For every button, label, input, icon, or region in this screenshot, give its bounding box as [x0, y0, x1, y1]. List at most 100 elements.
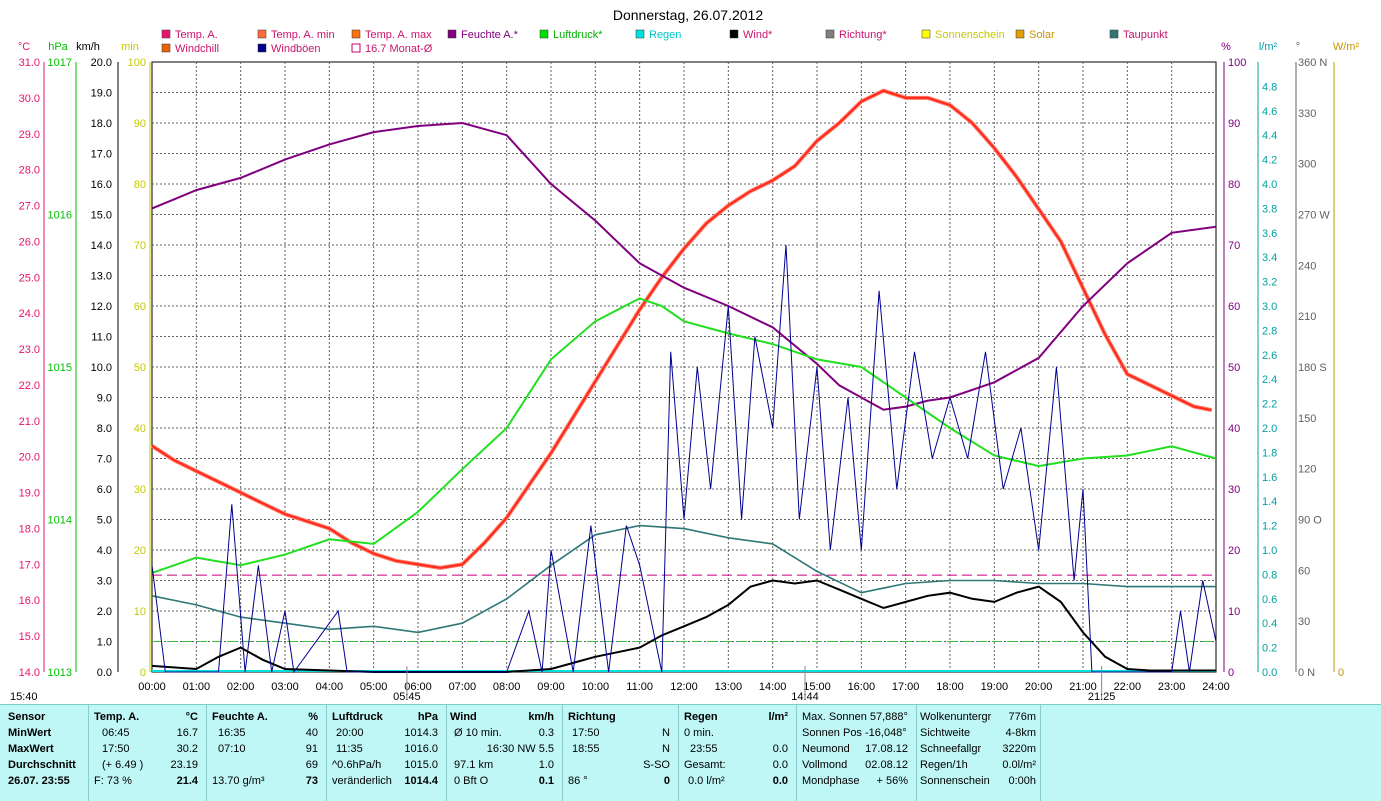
- sun-pos: Sonnen Pos -16,048°: [802, 727, 907, 739]
- sunshine-label: Sonnenschein: [920, 775, 990, 787]
- stats-sensor-col: Sensor MinWert MaxWert Durchschnitt 26.0…: [8, 705, 88, 801]
- axis-unit-wind: km/h: [76, 41, 100, 53]
- y-tick-dir: 240: [1298, 260, 1316, 272]
- newmoon-label: Neumond: [802, 743, 850, 755]
- y-tick-wind: 18.0: [91, 118, 112, 130]
- x-tick-label: 17:00: [892, 681, 920, 693]
- axis-unit-hum: %: [1221, 41, 1231, 53]
- temp-header: Temp. A.: [94, 711, 140, 723]
- y-tick-rain: 2.8: [1262, 325, 1277, 337]
- axis-unit-pressure: hPa: [48, 41, 68, 53]
- legend-label: Taupunkt: [1123, 29, 1168, 41]
- x-tick-label: 00:00: [138, 681, 166, 693]
- y-tick-sun: 50: [134, 362, 146, 374]
- legend-label: Windchill: [175, 43, 219, 55]
- sensor-row-min: MinWert: [8, 727, 52, 739]
- y-tick-temp: 30.0: [19, 93, 40, 105]
- legend-swatch: [161, 29, 171, 39]
- x-tick-label: 11:00: [626, 681, 653, 693]
- y-tick-wind: 12.0: [91, 301, 112, 313]
- humidity-current-value: 73: [305, 775, 318, 787]
- y-tick-temp: 20.0: [19, 452, 40, 464]
- y-tick-dir: 150: [1298, 413, 1316, 425]
- y-tick-temp: 25.0: [19, 272, 40, 284]
- series-line: [151, 244, 1217, 674]
- y-tick-dir: 300: [1298, 159, 1316, 171]
- x-tick-label: 14:00: [759, 681, 787, 693]
- y-tick-temp: 22.0: [19, 380, 40, 392]
- legend-swatch: [729, 29, 739, 39]
- y-tick-temp: 19.0: [19, 488, 40, 500]
- y-tick-dir: 30: [1298, 616, 1310, 628]
- y-tick-rain: 4.0: [1262, 179, 1277, 191]
- y-tick-wind: 2.0: [97, 606, 112, 618]
- y-tick-rain: 4.6: [1262, 106, 1277, 118]
- y-tick-wind: 11.0: [91, 332, 112, 344]
- x-tick-label: 21:00: [1069, 681, 1097, 693]
- legend-label: Temp. A. min: [271, 29, 335, 41]
- y-tick-hum: 100: [1228, 57, 1246, 69]
- legend-swatch: [447, 29, 457, 39]
- y-tick-temp: 15.0: [19, 631, 40, 643]
- legend-label: Temp. A. max: [365, 29, 432, 41]
- pressure-min-value: 1014.3: [404, 727, 438, 739]
- y-tick-wind: 9.0: [97, 393, 112, 405]
- x-tick-label: 06:00: [404, 681, 432, 693]
- sensor-row-avg: Durchschnitt: [8, 759, 76, 771]
- grid: [152, 62, 1216, 672]
- legend-label: Richtung*: [839, 29, 887, 41]
- direction-min-time: 17:50: [572, 727, 600, 739]
- legend-swatch: [351, 29, 361, 39]
- legend-label: Wind*: [743, 29, 773, 41]
- rain-current-note: 0.0 l/m²: [688, 775, 725, 787]
- axis-ticks: 00:00 01:00 02:00 03:00 04:00 05:00 06:00 07:00…: [10, 57, 1344, 703]
- legend-swatch: [635, 29, 645, 39]
- x-tick-label: 02:00: [227, 681, 255, 693]
- y-tick-dir: 210: [1298, 311, 1316, 323]
- rain-unit: l/m²: [768, 711, 788, 723]
- legend-swatch: [539, 29, 549, 39]
- rain1h-label: Regen/1h: [920, 759, 968, 771]
- y-tick-rain: 1.8: [1262, 447, 1277, 459]
- stats-clouds-col: Wolkenuntergr 776m Sichtweite 4-8km Schnee…: [920, 705, 1038, 801]
- axis-unit-solar: W/m²: [1333, 41, 1360, 53]
- y-tick-hum: 0: [1228, 667, 1234, 679]
- y-tick-dir: 180 S: [1298, 362, 1327, 374]
- humidity-abs: 13.70 g/m³: [212, 775, 265, 787]
- y-tick-pressure: 1017: [48, 57, 72, 69]
- marker-label: 05:45: [393, 691, 421, 703]
- y-tick-pressure: 1016: [48, 210, 72, 222]
- y-tick-rain: 1.2: [1262, 521, 1277, 533]
- direction-degrees: 86 °: [568, 775, 588, 787]
- y-tick-wind: 13.0: [91, 271, 112, 283]
- x-tick-label: 13:00: [715, 681, 743, 693]
- x-tick-label: 04:00: [316, 681, 344, 693]
- y-tick-hum: 30: [1228, 484, 1240, 496]
- y-tick-hum: 10: [1228, 606, 1240, 618]
- x-tick-label: 19:00: [981, 681, 1009, 693]
- pressure-trend: ^0.6hPa/h: [332, 759, 382, 771]
- y-tick-wind: 19.0: [91, 88, 112, 100]
- stats-sun-col: Max. Sonnen 57,888° Sonnen Pos -16,048° …: [802, 705, 914, 801]
- rain-header: Regen: [684, 711, 718, 723]
- legend-label: Temp. A.: [175, 29, 218, 41]
- y-tick-sun: 60: [134, 301, 146, 313]
- pressure-forecast: veränderlich: [332, 775, 392, 787]
- rain-baseline: [152, 670, 1216, 672]
- x-tick-label: 15:00: [803, 681, 831, 693]
- legend-label: Regen: [649, 29, 681, 41]
- y-tick-temp: 17.0: [19, 559, 40, 571]
- legend-label: Luftdruck*: [553, 29, 603, 41]
- y-tick-rain: 0.4: [1262, 618, 1277, 630]
- y-tick-rain: 2.4: [1262, 374, 1277, 386]
- y-tick-wind: 16.0: [91, 179, 112, 191]
- direction-avg-value: S-SO: [643, 759, 670, 771]
- y-tick-hum: 80: [1228, 179, 1240, 191]
- humidity-max-time: 07:10: [218, 743, 246, 755]
- y-tick-temp: 29.0: [19, 129, 40, 141]
- legend-label: Solar: [1029, 29, 1055, 41]
- cloudbase-value: 776m: [1008, 711, 1036, 723]
- humidity-min-time: 16:35: [218, 727, 246, 739]
- series-line: [151, 121, 1217, 411]
- legend-label: Windböen: [271, 43, 321, 55]
